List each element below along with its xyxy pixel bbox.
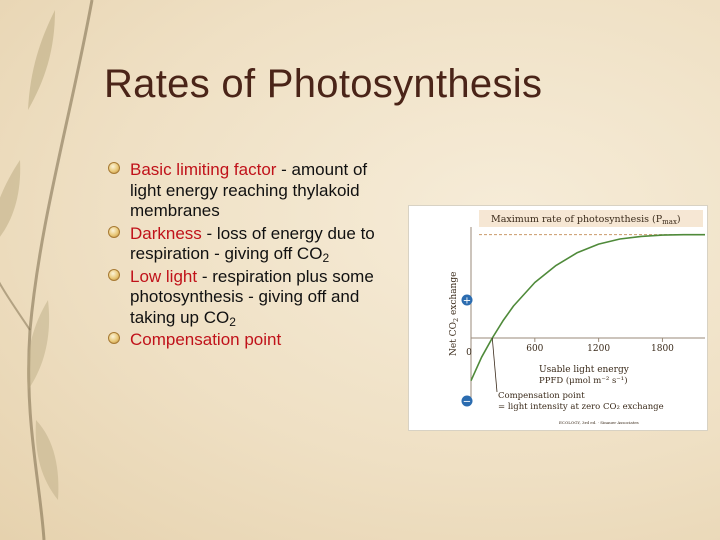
x-tick-label: 1200: [587, 344, 610, 354]
bullet-marker-icon: [108, 268, 120, 281]
y-axis-label: Net CO2 exchange: [449, 272, 460, 356]
compensation-label-line1: Compensation point: [498, 391, 585, 401]
branch-twig: [0, 281, 31, 331]
bullet-list: Basic limiting factor - amount of light …: [108, 160, 398, 353]
leaf-left: [0, 160, 21, 237]
pmax-label: Maximum rate of photosynthesis (Pmax): [491, 214, 681, 226]
subscript: 2: [229, 314, 236, 329]
subscript: 2: [322, 251, 330, 265]
figure-credit: ECOLOGY, 3rd ed. · Sinauer Associates: [559, 420, 639, 425]
bullet-marker-icon: [108, 225, 120, 238]
minus-sign: −: [463, 397, 471, 408]
bullet-limiting-factor: Basic limiting factor - amount of light …: [108, 160, 398, 222]
x-tick-label: 1800: [651, 344, 674, 354]
x-tick-group: 600 1200 1800: [526, 337, 674, 354]
zero-label: 0: [466, 348, 472, 358]
leaf-low: [35, 420, 59, 500]
light-response-curve: [470, 233, 705, 382]
compensation-pointer: [491, 337, 498, 393]
plus-sign: +: [463, 296, 471, 307]
bullet-term: Low light: [130, 266, 198, 286]
plus-marker-icon: [461, 294, 473, 306]
bullet-text: - amount of light energy reaching thylak…: [130, 160, 368, 220]
leaf-top: [28, 10, 55, 110]
pmax-sub: max: [662, 218, 677, 226]
bullet-text: - respiration plus some photosynthesis -…: [130, 266, 374, 327]
x-axis-label-line2: PPFD (μmol m⁻² s⁻¹): [539, 375, 628, 386]
light-response-chart: Maximum rate of photosynthesis (Pmax) 60…: [449, 210, 705, 425]
x-tick-label: 600: [526, 344, 543, 354]
pmax-band: [479, 210, 703, 227]
minus-marker-icon: [461, 395, 473, 407]
bullet-darkness: Darkness - loss of energy due to respira…: [108, 224, 398, 265]
bullet-term: Basic limiting factor: [130, 160, 277, 179]
branch-stem: [27, 0, 94, 540]
leaf-mid: [27, 300, 50, 390]
bullet-compensation-point: Compensation point: [108, 330, 398, 351]
bullet-term: Compensation point: [130, 330, 282, 349]
photosynthesis-figure: Maximum rate of photosynthesis (Pmax) 60…: [408, 205, 708, 431]
bullet-low-light: Low light - respiration plus some photos…: [108, 267, 398, 329]
bullet-marker-icon: [108, 332, 120, 344]
bullet-text: - loss of energy due to respiration - gi…: [130, 223, 375, 264]
x-axis-label-line1: Usable light energy: [539, 365, 630, 375]
slide-title: Rates of Photosynthesis: [104, 62, 543, 106]
bullet-term: Darkness: [130, 223, 202, 243]
compensation-label-line2: = light intensity at zero CO₂ exchange: [498, 402, 664, 412]
bullet-marker-icon: [108, 162, 120, 174]
